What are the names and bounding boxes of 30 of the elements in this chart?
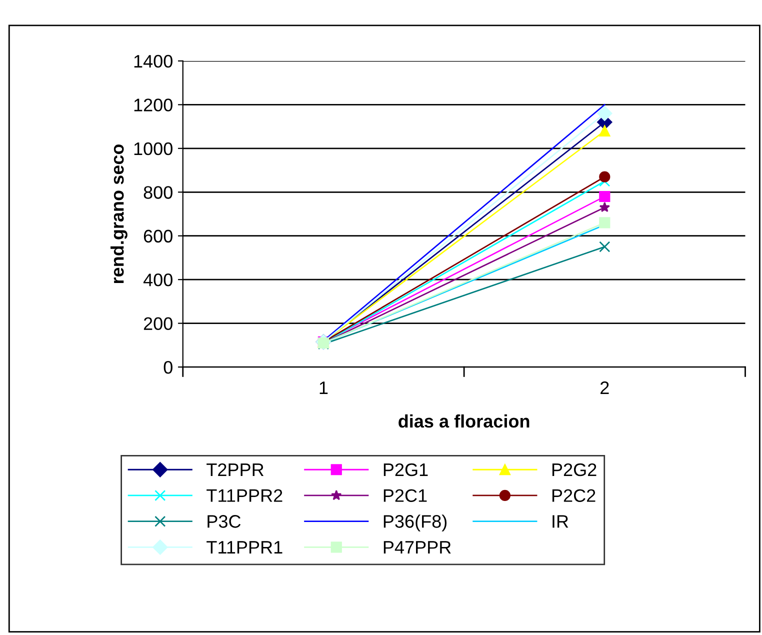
legend-label: T11PPR1 xyxy=(206,541,282,554)
legend-label: P2G2 xyxy=(552,463,596,476)
y-tick-label: 200 xyxy=(144,317,172,330)
legend-label: P2C2 xyxy=(552,489,596,502)
y-tick-label: 400 xyxy=(143,274,172,286)
point xyxy=(597,106,612,121)
legend-label: IR xyxy=(552,515,568,528)
x-axis-title: dias a floracion xyxy=(398,414,530,428)
legend-label: P47PPR xyxy=(384,541,451,554)
point xyxy=(599,125,610,136)
legend-label: P2C1 xyxy=(384,489,427,502)
y-tick-label: 0 xyxy=(164,360,172,374)
legend-label: T11PPR2 xyxy=(206,489,282,502)
point xyxy=(599,217,610,228)
legend-label: T2PPR xyxy=(206,463,264,476)
legend-label: P3C xyxy=(208,515,241,528)
y-tick-label: 1200 xyxy=(134,98,172,112)
point xyxy=(599,171,610,182)
point xyxy=(599,202,610,212)
legend-label: P36(F8) xyxy=(384,514,447,532)
y-tick-label: 1400 xyxy=(134,54,172,68)
y-tick-label: 1000 xyxy=(134,142,172,156)
x-tick-label: 1 xyxy=(320,382,328,394)
y-axis-title: rend.grano seco xyxy=(110,144,128,284)
point xyxy=(599,241,610,252)
x-tick-label: 2 xyxy=(600,381,609,394)
y-tick-label: 600 xyxy=(144,230,172,243)
y-tick-label: 800 xyxy=(144,186,172,199)
point xyxy=(599,190,610,202)
legend-label: P2G1 xyxy=(384,463,428,476)
